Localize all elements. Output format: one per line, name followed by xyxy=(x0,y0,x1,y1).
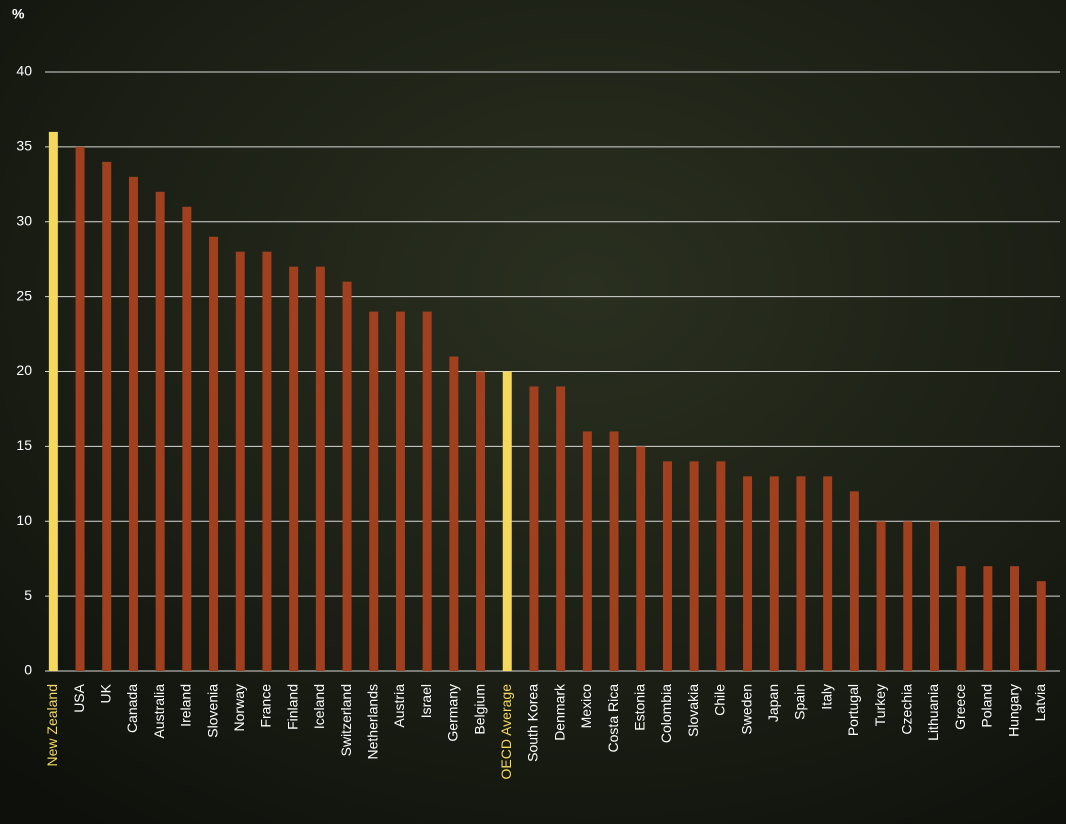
bar xyxy=(48,131,58,671)
bar xyxy=(716,461,726,671)
x-tick-label: Colombia xyxy=(658,684,674,743)
bar xyxy=(903,521,913,671)
bar xyxy=(609,431,619,671)
y-tick-label: 15 xyxy=(16,437,32,453)
bar xyxy=(929,521,939,671)
x-tick-label: Ireland xyxy=(178,684,194,727)
x-tick-label: Denmark xyxy=(551,683,567,741)
bar xyxy=(262,251,272,671)
x-tick-label: Turkey xyxy=(872,684,888,726)
x-tick-label: Estonia xyxy=(631,684,647,731)
y-tick-label: 35 xyxy=(16,138,32,154)
x-tick-label: New Zealand xyxy=(44,684,60,767)
x-tick-label: Japan xyxy=(765,684,781,722)
x-tick-label: Chile xyxy=(712,684,728,716)
bar xyxy=(369,311,379,671)
bar xyxy=(449,356,459,671)
bar xyxy=(662,461,672,671)
x-tick-label: UK xyxy=(97,683,113,703)
x-tick-label: USA xyxy=(71,683,87,712)
x-tick-label: Greece xyxy=(952,684,968,730)
bar xyxy=(796,476,806,671)
bar xyxy=(556,386,566,671)
bar xyxy=(849,491,859,671)
bar xyxy=(289,266,299,671)
y-tick-label: 25 xyxy=(16,287,32,303)
y-tick-label: 5 xyxy=(24,587,32,603)
x-tick-label: Hungary xyxy=(1005,684,1021,737)
bar xyxy=(769,476,779,671)
x-tick-label: Finland xyxy=(284,684,300,730)
x-tick-label: Latvia xyxy=(1032,684,1048,722)
x-tick-label: Norway xyxy=(231,684,247,731)
x-tick-label: Australia xyxy=(151,684,167,739)
x-tick-label: Poland xyxy=(979,684,995,728)
bar xyxy=(823,476,833,671)
bar xyxy=(1010,566,1020,671)
bar xyxy=(128,176,138,671)
y-tick-label: 30 xyxy=(16,212,32,228)
x-tick-label: OECD Average xyxy=(498,684,514,780)
x-tick-label: Belgium xyxy=(471,684,487,735)
x-tick-label: Italy xyxy=(818,684,834,710)
x-tick-label: Mexico xyxy=(578,684,594,729)
x-tick-label: Germany xyxy=(445,684,461,742)
bar xyxy=(395,311,405,671)
bar xyxy=(876,521,886,671)
bar xyxy=(342,281,352,671)
bar xyxy=(983,566,993,671)
bar xyxy=(209,236,219,671)
bar xyxy=(636,446,646,671)
x-tick-label: Slovakia xyxy=(685,684,701,737)
x-tick-label: Costa Rica xyxy=(605,684,621,753)
x-tick-label: Israel xyxy=(418,684,434,718)
y-tick-label: 0 xyxy=(24,662,32,678)
y-axis-label: % xyxy=(12,6,25,22)
bar xyxy=(315,266,325,671)
bar xyxy=(422,311,432,671)
bar xyxy=(102,161,112,671)
bar xyxy=(582,431,592,671)
bar xyxy=(956,566,966,671)
bar xyxy=(235,251,245,671)
bar xyxy=(502,371,512,671)
y-tick-label: 10 xyxy=(16,512,32,528)
bar xyxy=(476,371,486,671)
x-tick-label: Canada xyxy=(124,684,140,733)
x-tick-label: Switzerland xyxy=(338,684,354,756)
y-tick-label: 20 xyxy=(16,362,32,378)
x-tick-label: Lithuania xyxy=(925,684,941,741)
y-tick-label: 40 xyxy=(16,63,32,79)
bar xyxy=(155,191,165,672)
x-tick-label: Iceland xyxy=(311,684,327,729)
x-tick-label: South Korea xyxy=(525,684,541,762)
x-tick-label: Spain xyxy=(792,684,808,720)
x-tick-label: Slovenia xyxy=(204,684,220,738)
x-tick-label: France xyxy=(258,684,274,728)
x-tick-label: Sweden xyxy=(738,684,754,735)
x-tick-label: Netherlands xyxy=(364,684,380,760)
x-tick-label: Austria xyxy=(391,684,407,728)
bar xyxy=(75,146,85,671)
bar xyxy=(1036,581,1046,671)
bar xyxy=(182,206,192,671)
bar xyxy=(529,386,539,671)
x-tick-label: Portugal xyxy=(845,684,861,736)
bar xyxy=(689,461,699,671)
x-tick-label: Czechia xyxy=(898,684,914,735)
bar xyxy=(743,476,753,671)
